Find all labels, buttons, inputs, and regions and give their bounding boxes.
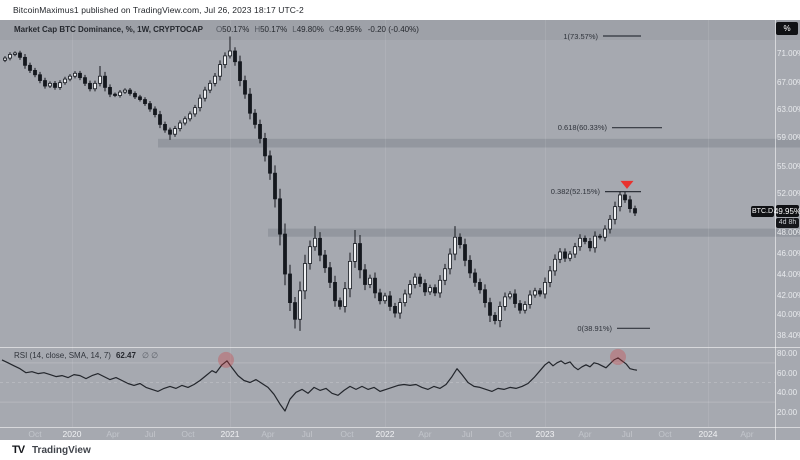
time-tick-label: 2023	[535, 429, 555, 439]
price-tick-label: 71.00%	[777, 49, 800, 58]
rsi-title[interactable]: RSI (14, close, SMA, 14, 7)	[14, 351, 111, 360]
change-value: -0.20 (-0.40%)	[367, 25, 419, 34]
low-label: L	[292, 25, 297, 34]
main-chart-legend[interactable]: Market Cap BTC Dominance, %, 1W, CRYPTOC…	[14, 25, 419, 34]
last-price-tag: 49.95%	[773, 205, 800, 218]
time-tick-label: Oct	[658, 429, 672, 439]
price-tick-label: 44.00%	[777, 270, 800, 279]
time-tick-label: Oct	[28, 429, 42, 439]
time-tick-label: Apr	[578, 429, 592, 439]
tradingview-logo-icon[interactable]: TV	[12, 444, 25, 456]
axis-unit-box[interactable]: %	[776, 22, 798, 35]
time-tick-label: 2020	[62, 429, 82, 439]
fib-level-label[interactable]: 0.618(60.33%)	[557, 123, 607, 133]
price-tick-label: 67.00%	[777, 78, 800, 87]
rsi-legend[interactable]: RSI (14, close, SMA, 14, 7) 62.47 ∅ ∅	[14, 351, 158, 360]
time-tick-label: Apr	[418, 429, 432, 439]
rsi-tick-label: 20.00	[777, 408, 798, 417]
symbol-title[interactable]: Market Cap BTC Dominance, %, 1W, CRYPTOC…	[14, 25, 203, 34]
price-tick-label: 42.00%	[777, 291, 800, 300]
fib-level-label[interactable]: 1(73.57%)	[563, 31, 598, 41]
time-tick-label: Oct	[498, 429, 512, 439]
rsi-tick-label: 80.00	[777, 349, 798, 358]
price-tick-label: 48.00%	[777, 228, 800, 237]
time-tick-label: Jul	[621, 429, 633, 439]
symbol-tag: BTC.D	[751, 205, 774, 217]
time-tick-label: 2024	[698, 429, 718, 439]
time-tick-label: 2022	[375, 429, 395, 439]
time-tick-label: Apr	[106, 429, 120, 439]
rsi-value: 62.47	[115, 351, 136, 360]
open-value: 50.17%	[222, 25, 250, 34]
time-tick-label: Apr	[740, 429, 754, 439]
price-tick-label: 59.00%	[777, 133, 800, 142]
time-tick-label: Jul	[461, 429, 473, 439]
low-value: 49.80%	[296, 25, 324, 34]
time-tick-label: Jul	[144, 429, 156, 439]
time-tick-label: Apr	[261, 429, 275, 439]
publish-info-text: BitcoinMaximus1 published on TradingView…	[13, 5, 304, 15]
time-tick-label: Oct	[340, 429, 354, 439]
publish-info-bar: BitcoinMaximus1 published on TradingView…	[0, 0, 800, 20]
time-tick-label: Oct	[181, 429, 195, 439]
rsi-hidden-plots: ∅ ∅	[141, 351, 159, 360]
footer-bar: TV TradingView	[0, 440, 800, 460]
time-tick-label: Jul	[301, 429, 313, 439]
fib-level-label[interactable]: 0(38.91%)	[577, 323, 612, 333]
chart-background[interactable]	[0, 20, 800, 440]
price-tick-label: 63.00%	[777, 105, 800, 114]
price-tick-label: 55.00%	[777, 162, 800, 171]
time-tick-label: 2021	[220, 429, 240, 439]
high-label: H	[254, 25, 261, 34]
open-label: O	[215, 25, 223, 34]
price-tick-label: 52.00%	[777, 189, 800, 198]
chart-header-strip	[0, 20, 800, 40]
tradingview-logo-text[interactable]: TradingView	[32, 445, 91, 456]
rsi-tick-label: 40.00	[777, 388, 798, 398]
close-value: 49.95%	[334, 25, 362, 34]
price-tick-label: 46.00%	[777, 249, 800, 258]
price-tick-label: 40.00%	[777, 310, 800, 319]
bar-countdown-tag: 4d 8h	[776, 217, 799, 228]
fib-level-label[interactable]: 0.382(52.15%)	[550, 187, 600, 197]
price-tick-label: 38.40%	[777, 331, 800, 340]
high-value: 50.17%	[260, 25, 288, 34]
rsi-tick-label: 60.00	[777, 368, 798, 378]
close-label: C	[328, 25, 335, 34]
